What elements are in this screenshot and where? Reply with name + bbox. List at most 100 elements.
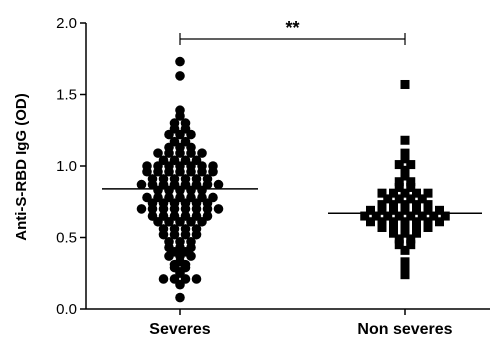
data-point — [158, 224, 169, 234]
data-point — [406, 182, 416, 192]
data-point — [417, 194, 427, 204]
y-tick-label: 1.0 — [56, 158, 77, 175]
data-point — [169, 224, 180, 234]
data-point — [423, 200, 433, 210]
data-point — [400, 228, 410, 238]
data-point — [400, 188, 410, 198]
data-point — [360, 211, 370, 221]
y-tick-label: 1.5 — [56, 87, 77, 104]
data-point — [412, 222, 421, 232]
data-point — [423, 222, 433, 232]
data-point — [435, 217, 444, 227]
data-point — [400, 263, 410, 273]
data-point — [197, 148, 207, 158]
data-point — [394, 177, 404, 187]
data-point — [175, 292, 185, 303]
data-point — [412, 228, 421, 238]
x-tick-label: Severes — [149, 321, 210, 338]
data-point — [191, 274, 202, 284]
x-axis: Severes Non severes — [86, 308, 490, 338]
data-point — [191, 174, 202, 184]
data-point — [412, 217, 421, 227]
data-point — [423, 217, 433, 227]
data-point — [147, 174, 158, 184]
data-point — [400, 205, 410, 215]
data-point — [169, 211, 180, 221]
data-point — [175, 192, 185, 203]
data-point — [406, 240, 416, 250]
data-point — [423, 188, 433, 198]
data-point — [158, 155, 169, 166]
data-point — [377, 205, 387, 215]
data-point — [417, 211, 427, 221]
data-point — [366, 205, 375, 215]
data-point — [377, 188, 387, 198]
data-point — [400, 148, 410, 158]
data-point — [191, 155, 202, 166]
median-lines — [102, 188, 482, 214]
y-axis: 0.0 0.5 1.0 1.5 2.0 — [56, 15, 87, 318]
data-point — [394, 194, 404, 204]
data-point — [377, 222, 387, 232]
data-point — [175, 236, 185, 247]
data-point — [169, 136, 180, 147]
data-point — [202, 174, 213, 184]
data-point — [406, 194, 416, 204]
data-point — [423, 205, 433, 215]
y-tick-label: 0.5 — [56, 230, 77, 247]
data-point — [394, 182, 404, 192]
data-point — [191, 224, 202, 234]
data-point — [164, 236, 174, 247]
data-point — [186, 192, 196, 203]
data-point — [389, 222, 398, 232]
data-point — [186, 236, 196, 247]
data-point — [440, 211, 450, 221]
data-point — [394, 234, 404, 244]
data-point — [158, 274, 169, 284]
data-point — [175, 71, 185, 81]
data-points — [136, 56, 450, 303]
data-point — [412, 200, 421, 210]
data-point — [191, 211, 202, 221]
data-point — [180, 224, 191, 234]
data-point — [153, 192, 163, 203]
y-axis-title: Anti-S-RBD IgG (OD) — [13, 93, 30, 240]
data-point — [180, 136, 191, 147]
data-point — [175, 105, 185, 116]
data-point — [400, 165, 410, 175]
data-point — [158, 174, 169, 184]
data-point — [435, 205, 444, 215]
data-point — [213, 204, 224, 214]
data-point — [406, 177, 416, 187]
data-point — [202, 211, 213, 221]
data-point — [406, 160, 416, 170]
data-point — [383, 211, 393, 221]
data-point — [400, 222, 410, 232]
data-point — [142, 161, 152, 171]
data-point — [158, 211, 169, 221]
data-point — [175, 56, 185, 67]
data-point — [164, 192, 174, 203]
y-tick-label: 2.0 — [56, 15, 77, 32]
data-point — [213, 179, 224, 190]
data-point — [400, 154, 410, 164]
data-point — [389, 217, 398, 227]
data-point — [406, 234, 416, 244]
data-point — [394, 211, 404, 221]
data-point — [180, 155, 191, 166]
data-point — [394, 160, 404, 170]
data-point — [169, 118, 180, 128]
data-point — [377, 200, 387, 210]
data-point — [197, 192, 207, 203]
x-tick-label: Non severes — [357, 321, 452, 338]
data-point — [406, 211, 416, 221]
data-point — [389, 205, 398, 215]
data-point — [208, 192, 218, 203]
data-point — [136, 179, 147, 190]
data-point — [153, 148, 163, 158]
data-point — [394, 240, 404, 250]
data-point — [180, 211, 191, 221]
data-point — [377, 217, 387, 227]
data-point — [412, 188, 421, 198]
